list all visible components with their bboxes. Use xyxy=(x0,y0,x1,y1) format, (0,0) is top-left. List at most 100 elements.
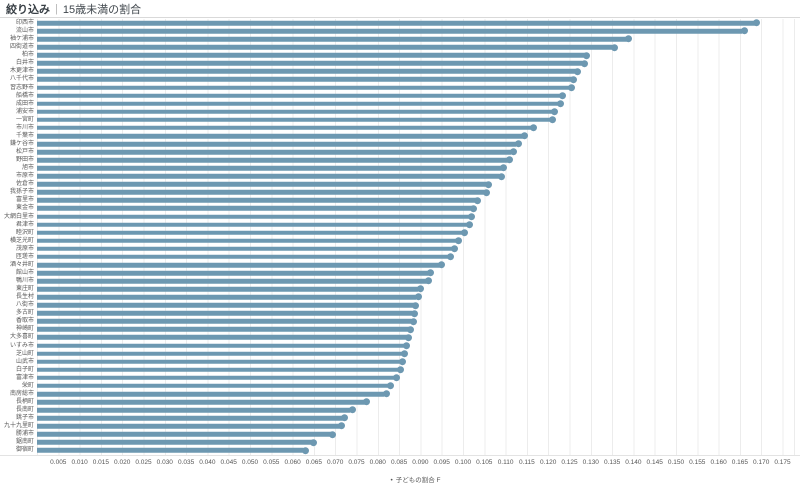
bar[interactable] xyxy=(37,374,401,382)
row-label: 東庄町 xyxy=(15,286,34,293)
row-label: 野田市 xyxy=(15,157,34,164)
axis-tick-label: 0.085 xyxy=(390,459,408,466)
bar-track xyxy=(37,180,794,188)
bar[interactable] xyxy=(37,132,529,140)
bar[interactable] xyxy=(37,204,477,212)
bar[interactable] xyxy=(37,92,567,100)
bar[interactable] xyxy=(37,221,473,229)
bar[interactable] xyxy=(37,277,433,285)
bar[interactable] xyxy=(37,213,475,221)
chart-row: 長柄町 xyxy=(0,398,794,406)
bar-dot xyxy=(405,333,413,341)
bar[interactable] xyxy=(37,269,435,277)
row-label: 柏市 xyxy=(21,52,34,59)
filter-label: 絞り込み xyxy=(6,3,50,16)
bar[interactable] xyxy=(37,422,345,430)
bar[interactable] xyxy=(37,253,454,261)
bar[interactable] xyxy=(37,51,590,59)
bar[interactable] xyxy=(37,446,309,454)
bar[interactable] xyxy=(37,196,482,204)
bar-dot xyxy=(582,51,590,59)
bar-dot xyxy=(416,285,424,293)
bar[interactable] xyxy=(37,317,417,325)
bar[interactable] xyxy=(37,19,761,27)
bar[interactable] xyxy=(37,237,463,245)
bar-track xyxy=(37,188,794,196)
bar[interactable] xyxy=(37,390,390,398)
bar[interactable] xyxy=(37,67,582,75)
row-label: 茂原市 xyxy=(15,245,34,252)
bar[interactable] xyxy=(37,358,406,366)
row-label: 旭市 xyxy=(21,165,34,172)
bar[interactable] xyxy=(37,100,565,108)
bar-dot xyxy=(570,75,578,83)
axis-tick-label: 0.130 xyxy=(582,459,599,466)
bar-track xyxy=(37,229,794,237)
bar-dot xyxy=(348,406,356,414)
row-label: 君津市 xyxy=(15,221,34,228)
axis-tick-label: 0.160 xyxy=(710,459,727,466)
bar-dot xyxy=(567,84,575,92)
bar-track xyxy=(37,140,794,148)
bar[interactable] xyxy=(37,156,514,164)
bar[interactable] xyxy=(37,398,371,406)
bar[interactable] xyxy=(37,333,413,341)
bar[interactable] xyxy=(37,172,505,180)
bar[interactable] xyxy=(37,366,404,374)
bar[interactable] xyxy=(37,350,409,358)
row-label: 銚子市 xyxy=(15,415,34,422)
bar[interactable] xyxy=(37,261,446,269)
chart-row: 白井市 xyxy=(0,59,794,67)
bar[interactable] xyxy=(37,293,422,301)
bar[interactable] xyxy=(37,108,558,116)
bar-dot xyxy=(386,382,394,390)
axis-tick-label: 0.095 xyxy=(433,459,450,466)
bar[interactable] xyxy=(37,188,490,196)
chart-row: 茂原市 xyxy=(0,245,794,253)
chart-row: 成田市 xyxy=(0,100,794,108)
bar[interactable] xyxy=(37,116,556,124)
bar[interactable] xyxy=(37,59,588,67)
bar[interactable] xyxy=(37,406,356,414)
row-label: 勝浦市 xyxy=(15,431,34,438)
bar[interactable] xyxy=(37,342,411,350)
axis-tick-label: 0.080 xyxy=(369,459,386,466)
x-axis: 0.005 0.010 0.015 0.020 0.025 0.030 0.035 0.040… xyxy=(37,456,794,469)
row-label: 大網白里市 xyxy=(3,213,34,220)
bar-dot xyxy=(412,301,420,309)
bar-track xyxy=(37,213,794,221)
bar[interactable] xyxy=(37,75,578,83)
bar[interactable] xyxy=(37,148,517,156)
row-label: 浦安市 xyxy=(15,108,34,115)
row-label: 市川市 xyxy=(15,124,34,131)
bar[interactable] xyxy=(37,43,618,51)
bar[interactable] xyxy=(37,27,748,35)
bar-track xyxy=(37,390,794,398)
bar[interactable] xyxy=(37,229,469,237)
bar[interactable] xyxy=(37,84,575,92)
bar-track xyxy=(37,382,794,390)
bar[interactable] xyxy=(37,430,337,438)
legend: • 子どもの割合 F xyxy=(37,469,794,484)
bar[interactable] xyxy=(37,35,633,43)
bar[interactable] xyxy=(37,124,537,132)
row-label: 山武市 xyxy=(15,358,34,365)
row-label: 白井市 xyxy=(15,60,34,67)
bar[interactable] xyxy=(37,414,349,422)
row-label: 多古町 xyxy=(15,310,34,317)
bar[interactable] xyxy=(37,164,507,172)
chart-row: 大多喜町 xyxy=(0,333,794,341)
axis-tick-label: 0.145 xyxy=(646,459,663,466)
bar[interactable] xyxy=(37,309,418,317)
bar[interactable] xyxy=(37,301,420,309)
bar-dot xyxy=(550,108,558,116)
bar[interactable] xyxy=(37,245,458,253)
bar-track xyxy=(37,277,794,285)
bar[interactable] xyxy=(37,285,424,293)
chart-row: 鴨川市 xyxy=(0,277,794,285)
bar[interactable] xyxy=(37,438,318,446)
bar[interactable] xyxy=(37,140,522,148)
bar[interactable] xyxy=(37,325,414,333)
bar[interactable] xyxy=(37,180,492,188)
bar[interactable] xyxy=(37,382,394,390)
